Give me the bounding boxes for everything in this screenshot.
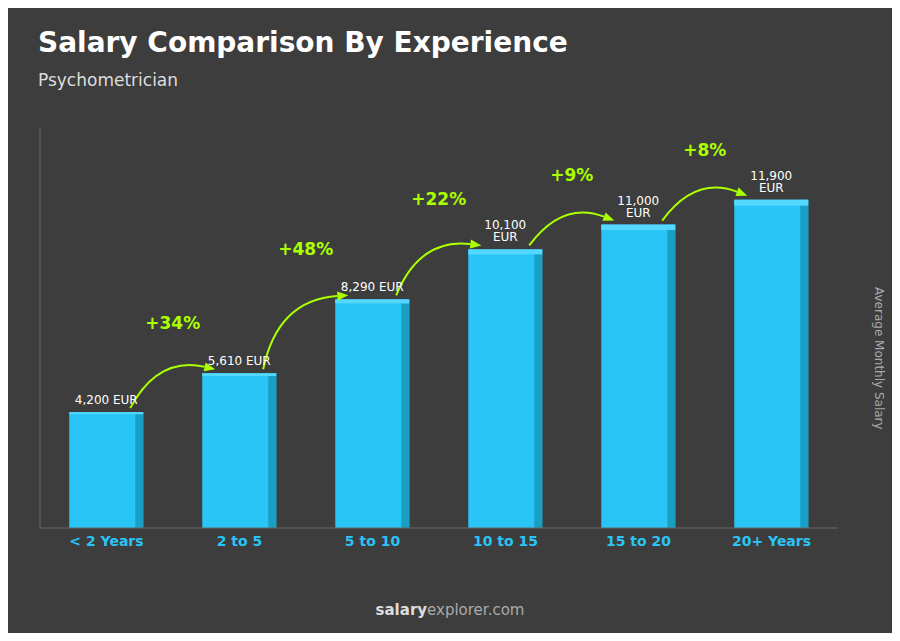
svg-text:4,200 EUR: 4,200 EUR: [75, 393, 138, 407]
svg-text:15 to 20: 15 to 20: [606, 533, 671, 549]
svg-text:10,100EUR: 10,100EUR: [484, 218, 526, 244]
html-text:salary explorer.com: salary explorer.com: [375, 601, 525, 619]
svg-text:2 to 5: 2 to 5: [217, 533, 263, 549]
html-text:Psychometrician: Psychometrician: [38, 70, 179, 90]
html-text:Salary Comparison By Experienc: Salary Comparison By Experience: [38, 26, 568, 59]
svg-text:11,900EUR: 11,900EUR: [750, 169, 792, 195]
svg-text:8,290 EUR: 8,290 EUR: [341, 280, 404, 294]
svg-text:+22%: +22%: [411, 189, 466, 209]
svg-text:5,610 EUR: 5,610 EUR: [208, 354, 271, 368]
svg-text:+9%: +9%: [550, 165, 593, 185]
svg-text:< 2 Years: < 2 Years: [69, 533, 143, 549]
html-text:Average Monthly Salary: Average Monthly Salary: [872, 286, 886, 430]
svg-text:+48%: +48%: [278, 239, 333, 259]
svg-text:5 to 10: 5 to 10: [345, 533, 401, 549]
svg-text:11,000EUR: 11,000EUR: [617, 194, 659, 220]
svg-text:20+ Years: 20+ Years: [732, 533, 811, 549]
svg-text:+34%: +34%: [145, 313, 200, 333]
svg-text:10 to 15: 10 to 15: [473, 533, 538, 549]
svg-text:+8%: +8%: [683, 140, 726, 160]
